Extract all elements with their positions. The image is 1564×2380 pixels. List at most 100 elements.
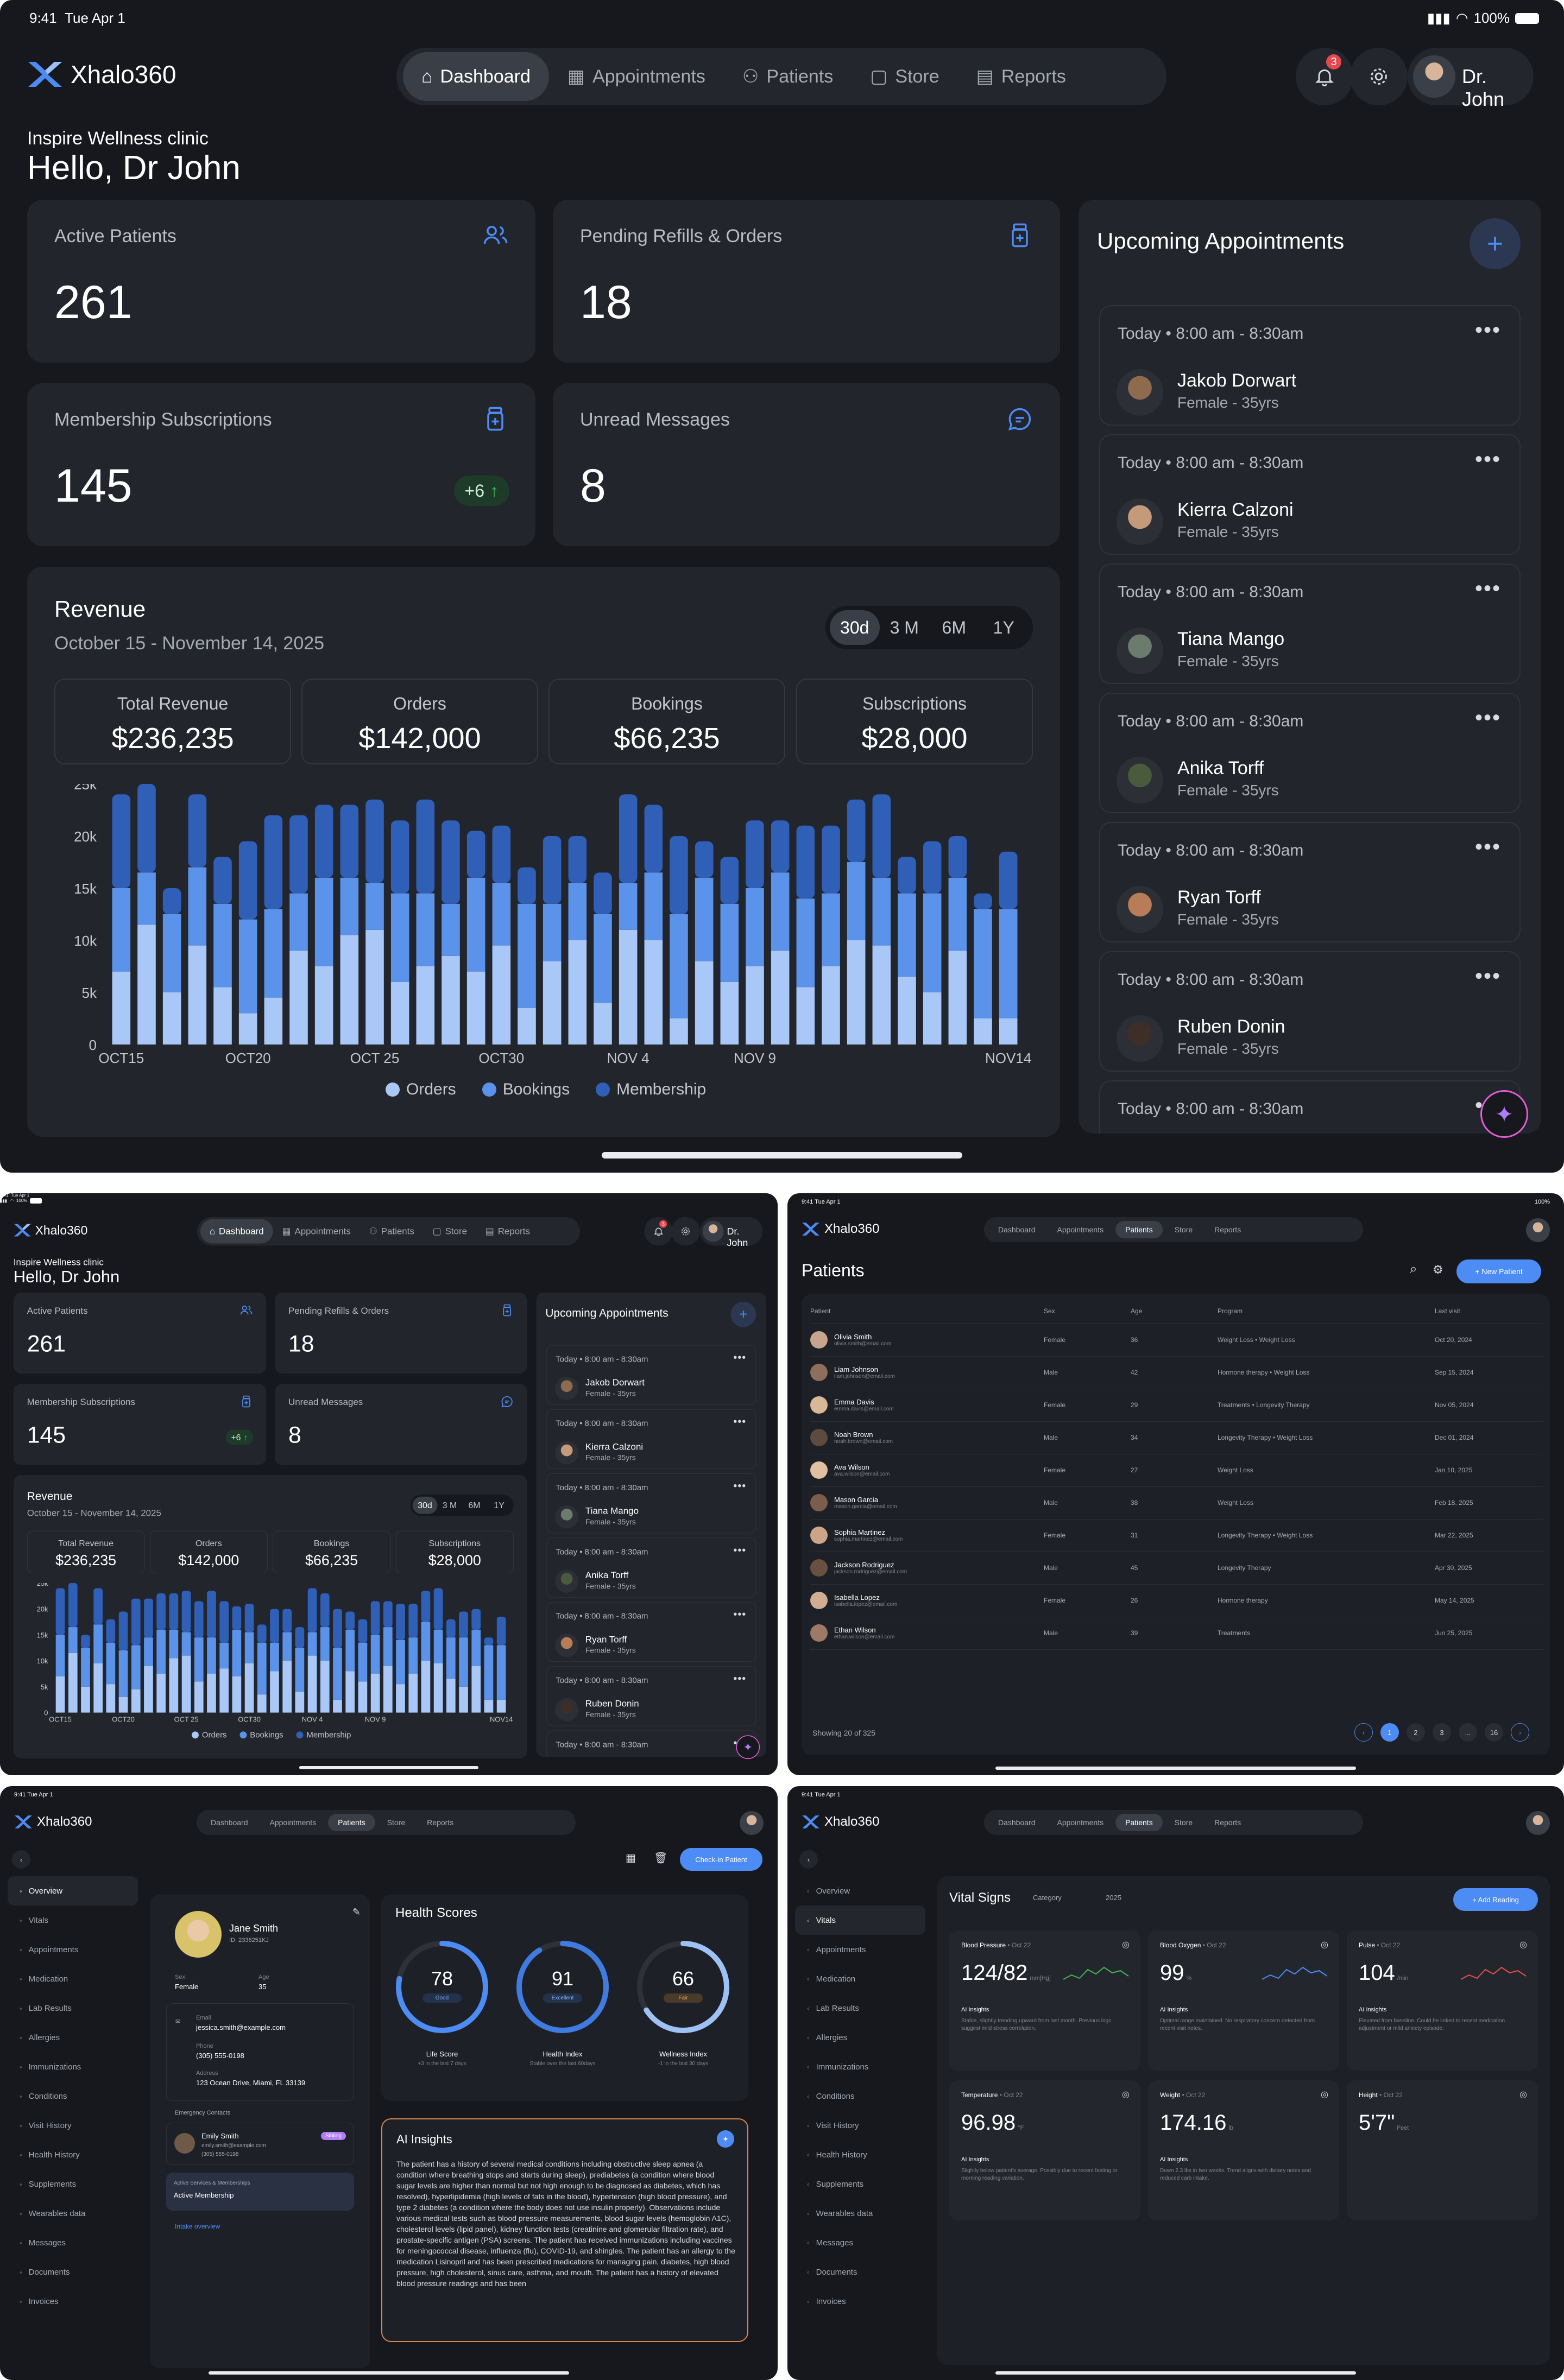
- bar-segment-bookings[interactable]: [872, 877, 891, 946]
- bar-segment-bookings[interactable]: [244, 1632, 254, 1663]
- bar-segment-orders[interactable]: [518, 1008, 536, 1045]
- checkin-button[interactable]: Check-in Patient: [680, 1848, 762, 1871]
- side-menu-item-immunizations[interactable]: ◦ Immunizations: [807, 2062, 869, 2072]
- more-icon[interactable]: •••: [733, 1673, 747, 1685]
- nav-dashboard[interactable]: ⌂ Dashboard: [200, 1219, 273, 1244]
- bar-segment-bookings[interactable]: [118, 1650, 128, 1697]
- more-icon[interactable]: •••: [733, 1608, 747, 1621]
- appointment-card[interactable]: Today • 8:00 am - 8:30am ••• Ryan Torff Fem…: [1099, 822, 1521, 942]
- bar-segment-orders[interactable]: [194, 1681, 204, 1713]
- bar-segment-bookings[interactable]: [370, 1635, 380, 1674]
- bar-segment-orders[interactable]: [320, 1661, 330, 1713]
- side-menu-item-lab-results[interactable]: ◦ Lab Results: [807, 2003, 859, 2013]
- bar-segment-orders[interactable]: [365, 929, 384, 1045]
- bar-segment-bookings[interactable]: [644, 872, 663, 940]
- side-menu-item-messages[interactable]: ◦ Messages: [20, 2238, 66, 2248]
- period-1y[interactable]: 1Y: [494, 1500, 504, 1510]
- bar-segment-orders[interactable]: [282, 1661, 292, 1713]
- bar-segment-membership[interactable]: [390, 820, 409, 894]
- bar-segment-membership[interactable]: [771, 820, 790, 873]
- side-menu-item-appointments[interactable]: ◦ Appointments: [807, 1945, 866, 1954]
- bar-segment-bookings[interactable]: [307, 1632, 317, 1656]
- nav-store[interactable]: Store: [387, 1818, 406, 1827]
- brand-logo[interactable]: Xhalo360: [27, 60, 176, 89]
- bar-segment-orders[interactable]: [421, 1661, 431, 1713]
- bar-segment-bookings[interactable]: [112, 888, 131, 972]
- appointment-card[interactable]: Today • 8:00 am - 8:30am ••• Tiana Mango Fe…: [546, 1473, 756, 1534]
- nav-dashboard[interactable]: Dashboard: [211, 1818, 248, 1827]
- stat-pending-refills[interactable]: Pending Refills & Orders 18: [275, 1292, 527, 1374]
- bar-segment-orders[interactable]: [484, 1699, 494, 1713]
- bar-segment-membership[interactable]: [314, 805, 333, 878]
- bar-segment-bookings[interactable]: [345, 1629, 355, 1672]
- period-30d[interactable]: 30d: [412, 1496, 438, 1514]
- side-menu-item-supplements[interactable]: ◦ Supplements: [807, 2179, 864, 2189]
- bar-segment-orders[interactable]: [471, 1666, 481, 1713]
- bar-segment-membership[interactable]: [213, 857, 232, 904]
- appointment-card[interactable]: Today • 8:00 am - 8:30am ••• Ruben Donin Fe…: [1099, 951, 1521, 1072]
- bar-segment-orders[interactable]: [333, 1699, 342, 1713]
- period-3m[interactable]: 3 M: [890, 617, 919, 637]
- side-menu-item-invoices[interactable]: ◦ Invoices: [20, 2296, 59, 2306]
- bar-segment-orders[interactable]: [213, 987, 232, 1045]
- add-appointment-button[interactable]: +: [1470, 218, 1521, 269]
- bar-segment-membership[interactable]: [244, 1604, 254, 1632]
- bar-segment-bookings[interactable]: [144, 1637, 153, 1666]
- bar-segment-membership[interactable]: [471, 1609, 481, 1630]
- column-header[interactable]: Sex: [1044, 1307, 1055, 1315]
- bar-segment-membership[interactable]: [81, 1635, 90, 1648]
- bar-segment-membership[interactable]: [898, 857, 916, 894]
- vital-card[interactable]: Weight • Oct 22 ◎ 174.16 lb AI Insights Down …: [1148, 2080, 1339, 2220]
- nav-store[interactable]: ▢ Store: [432, 1226, 467, 1237]
- vital-card[interactable]: Pulse • Oct 22 ◎ 104/min AI Insights Elevate…: [1347, 1930, 1538, 2071]
- bar-segment-membership[interactable]: [68, 1583, 78, 1628]
- bar-segment-orders[interactable]: [162, 992, 181, 1045]
- bar-segment-bookings[interactable]: [471, 1629, 481, 1666]
- bar-segment-bookings[interactable]: [496, 1645, 506, 1700]
- side-menu-item-health-history[interactable]: ◦ Health History: [20, 2150, 80, 2160]
- bar-segment-bookings[interactable]: [796, 898, 815, 988]
- bar-segment-orders[interactable]: [81, 1686, 90, 1713]
- bar-segment-membership[interactable]: [169, 1593, 179, 1630]
- bar-segment-bookings[interactable]: [314, 877, 333, 966]
- bar-segment-bookings[interactable]: [295, 1648, 305, 1692]
- table-row[interactable]: Ethan Wilson ethan.wilson@email.com Male 39…: [810, 1617, 1543, 1649]
- page-button[interactable]: 1: [1380, 1723, 1399, 1742]
- side-menu-item-allergies[interactable]: ◦ Allergies: [807, 2033, 848, 2042]
- bar-segment-membership[interactable]: [219, 1601, 229, 1643]
- bar-segment-bookings[interactable]: [106, 1642, 116, 1685]
- bar-segment-orders[interactable]: [383, 1666, 393, 1713]
- stat-active-patients[interactable]: Active Patients 261: [13, 1292, 267, 1374]
- bar-segment-bookings[interactable]: [55, 1635, 65, 1676]
- more-icon[interactable]: •••: [733, 1480, 747, 1492]
- appointment-card[interactable]: Today • 8:00 am - 8:30am•••: [546, 1730, 756, 1757]
- ai-assistant-button[interactable]: ✦: [736, 1735, 760, 1759]
- bar-segment-membership[interactable]: [644, 805, 663, 873]
- bar-segment-bookings[interactable]: [670, 914, 688, 1018]
- bar-segment-orders[interactable]: [720, 982, 739, 1045]
- bar-segment-orders[interactable]: [948, 951, 967, 1045]
- table-row[interactable]: Ava Wilson ava.wilson@email.com Female 27 We…: [810, 1454, 1543, 1486]
- column-header[interactable]: Last visit: [1435, 1307, 1460, 1315]
- bar-segment-orders[interactable]: [340, 935, 359, 1045]
- side-menu-item-immunizations[interactable]: ◦ Immunizations: [20, 2062, 81, 2072]
- appointment-card[interactable]: Today • 8:00 am - 8:30am ••• Ryan Torff Fem…: [546, 1602, 756, 1662]
- side-menu-item-vitals[interactable]: ◦ Vitals: [20, 1915, 49, 1925]
- side-menu-item-overview[interactable]: ◦ Overview: [8, 1876, 138, 1906]
- bar-segment-orders[interactable]: [594, 1003, 612, 1045]
- side-menu-item-medication[interactable]: ◦ Medication: [20, 1974, 68, 1984]
- appointment-card[interactable]: Today • 8:00 am - 8:30am ••• Kierra Calzon…: [546, 1409, 756, 1470]
- bar-segment-orders[interactable]: [106, 1684, 116, 1713]
- brand-logo[interactable]: Xhalo360: [802, 1814, 879, 1830]
- bar-segment-membership[interactable]: [358, 1619, 368, 1643]
- bar-segment-bookings[interactable]: [396, 1640, 405, 1685]
- nav-patients[interactable]: ⚇ Patients: [742, 66, 834, 87]
- bar-segment-bookings[interactable]: [433, 1629, 443, 1663]
- bar-segment-bookings[interactable]: [619, 883, 638, 930]
- stat-unread-messages[interactable]: Unread Messages 8: [275, 1384, 527, 1465]
- more-icon[interactable]: •••: [733, 1544, 747, 1556]
- brand-logo[interactable]: Xhalo360: [14, 1814, 92, 1830]
- bar-segment-bookings[interactable]: [320, 1627, 330, 1661]
- bar-segment-membership[interactable]: [923, 841, 942, 894]
- nav-patients[interactable]: Patients: [1115, 1221, 1163, 1238]
